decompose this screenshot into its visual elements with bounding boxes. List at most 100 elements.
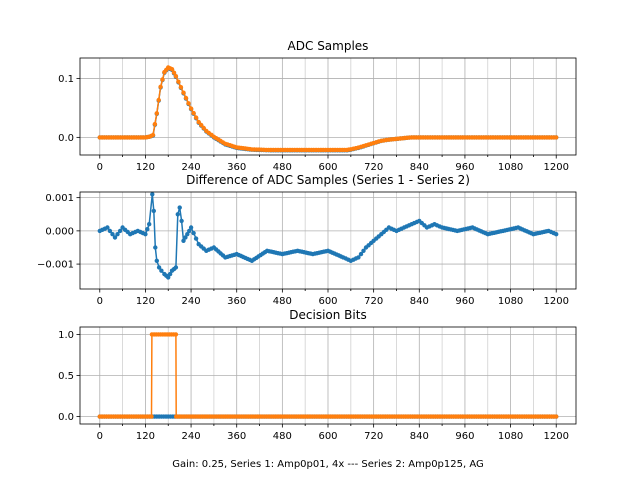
data-point [191,110,196,116]
data-point [152,121,158,127]
data-point [107,228,113,234]
chart-panel-3: 0 120 240 360 480 600 720 840 960 1080 1200 0.0 0.5 1… [58,308,577,470]
chart-title: Decision Bits [289,308,366,322]
x-tick-label: 1080 [498,296,523,307]
y-tick-label: 0.0 [58,412,74,423]
data-point [160,77,165,82]
data-point [149,414,154,419]
data-point [150,132,156,138]
data-point [188,106,194,111]
axes-frame [79,57,577,156]
data-point [112,235,118,240]
y-tick-label: 0.000 [45,226,74,237]
data-point [188,225,194,230]
data-point [199,122,204,128]
data-point [185,232,190,237]
data-point [196,119,201,125]
x-tick-label: 1080 [498,431,523,442]
data-point [175,212,180,217]
data-point [183,235,188,240]
data-point [169,67,175,72]
x-tick-label: 960 [455,162,474,173]
data-point [176,79,181,84]
chart-title: ADC Samples [288,39,369,53]
x-tick-label: 1200 [543,296,568,307]
x-tick-label: 480 [273,431,292,442]
series-markers-2 [97,332,559,419]
x-tick-label: 600 [318,296,337,307]
x-tick-label: 840 [410,162,429,173]
data-point [193,115,199,120]
y-tick-label: −0.001 [37,260,74,271]
x-tick-label: 360 [227,296,246,307]
axes-frame [79,326,577,425]
data-point [181,238,186,243]
chart-title: Difference of ADC Samples (Series 1 - Se… [186,173,470,187]
y-tick-label: 0.1 [58,74,74,85]
data-point [358,251,364,257]
x-tick-label: 960 [455,431,474,442]
x-tick-label: 120 [136,431,155,442]
x-tick-label: 840 [410,431,429,442]
data-point [186,101,191,106]
data-point [156,97,161,103]
x-tick-label: 240 [182,296,201,307]
data-point [177,205,182,210]
series-markers-2 [97,65,559,153]
x-tick-label: 600 [318,431,337,442]
x-tick-label: 0 [97,296,103,307]
x-tick-label: 960 [455,296,474,307]
data-point [554,414,559,419]
x-tick-label: 600 [318,162,337,173]
data-point [147,222,152,227]
x-tick-label: 120 [136,162,155,173]
data-point [166,275,171,280]
x-tick-label: 240 [182,162,201,173]
data-point [173,332,179,337]
x-tick-label: 360 [227,162,246,173]
y-tick-label: 0.5 [58,371,74,382]
data-point [356,255,361,260]
data-point [110,232,115,237]
data-point [361,248,366,253]
x-tick-label: 720 [364,162,383,173]
axes-frame [79,191,577,290]
x-tick-label: 840 [410,296,429,307]
data-point [143,232,148,237]
data-point [181,90,186,95]
data-point [105,225,110,230]
x-tick-label: 720 [364,431,383,442]
chart-panel-1: 0 120 240 360 480 600 720 840 960 1080 1200 0.0 0.1 A… [58,39,577,173]
data-point [183,95,189,101]
data-point [173,74,179,79]
data-point [191,230,196,236]
y-tick-label: 0.0 [58,133,74,144]
chart-panel-2: 0 120 240 360 480 600 720 840 960 1080 1200 −0.001 0… [37,173,577,307]
x-tick-label: 480 [273,162,292,173]
y-tick-label: 1.0 [58,330,74,341]
data-point [159,268,164,273]
series-markers-1 [97,192,559,280]
data-point [156,265,162,270]
data-point [158,84,163,90]
data-point [201,125,206,131]
data-point [154,111,159,116]
x-tick-label: 720 [364,296,383,307]
data-point [150,192,155,197]
data-point [554,232,559,237]
x-tick-label: 0 [97,431,103,442]
data-point [173,265,179,270]
x-tick-label: 0 [97,162,103,173]
x-axis-label: Gain: 0.25, Series 1: Amp0p01, 4x --- Se… [172,459,484,470]
data-point [178,85,184,90]
x-tick-label: 360 [227,431,246,442]
data-point [117,228,123,234]
x-tick-label: 120 [136,296,155,307]
data-point [171,70,177,75]
data-point [154,258,159,263]
x-tick-label: 240 [182,431,201,442]
data-point [187,228,192,234]
data-point [179,218,184,224]
data-point [115,232,120,237]
